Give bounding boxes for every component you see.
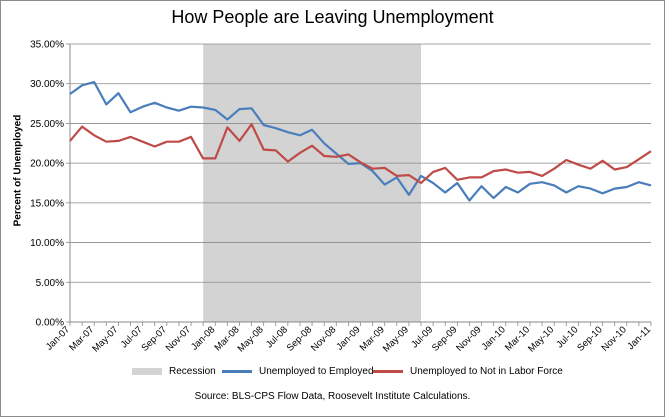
y-tick-label: 25.00% <box>30 119 64 130</box>
legend-swatch-recession <box>132 368 162 375</box>
legend-label-not-in-labor-force: Unemployed to Not in Labor Force <box>410 366 563 377</box>
x-tick-label: Nov-07 <box>164 324 193 353</box>
x-tick-label: Sep-10 <box>575 324 604 353</box>
x-tick-label: Jan-09 <box>334 324 362 352</box>
y-tick-label: 0.00% <box>36 318 64 329</box>
legend-label-employed: Unemployed to Employed <box>259 366 374 377</box>
x-tick-label: May-07 <box>90 324 120 354</box>
y-tick-label: 10.00% <box>30 238 64 249</box>
legend-swatch-employed <box>222 370 252 373</box>
y-tick-label: 15.00% <box>30 198 64 209</box>
legend-item-recession: Recession <box>132 366 216 377</box>
x-tick-label: Nov-10 <box>599 324 628 353</box>
y-tick-label: 20.00% <box>30 159 64 170</box>
x-tick-label: Sep-09 <box>430 324 459 353</box>
x-tick-label: Jan-11 <box>625 324 653 352</box>
x-tick-label: Jan-10 <box>480 324 508 352</box>
y-tick-label: 5.00% <box>36 278 64 289</box>
legend-item-employed: Unemployed to Employed <box>222 366 374 377</box>
legend-swatch-not-in-labor-force <box>373 370 403 373</box>
x-tick-label: Jan-08 <box>189 324 217 352</box>
x-tick-label: Sep-08 <box>285 324 314 353</box>
y-tick-label: 35.00% <box>30 40 64 51</box>
x-tick-label: May-08 <box>236 324 266 354</box>
x-tick-label: Nov-09 <box>454 324 483 353</box>
x-tick-label: May-09 <box>381 324 411 354</box>
x-tick-label: May-10 <box>526 324 556 354</box>
legend-label-recession: Recession <box>169 366 216 377</box>
legend: Recession Unemployed to Employed Unemplo… <box>0 366 665 382</box>
series-line-not-in-labor-force <box>69 123 652 185</box>
x-tick-label: Sep-07 <box>140 324 169 353</box>
x-tick-label: Jan-07 <box>44 324 72 352</box>
x-tick-label: Nov-08 <box>309 324 338 353</box>
chart-title: How People are Leaving Unemployment <box>171 7 494 27</box>
y-tick-label: 30.00% <box>30 79 64 90</box>
source-note: Source: BLS-CPS Flow Data, Roosevelt Ins… <box>194 391 471 402</box>
legend-item-not-in-labor-force: Unemployed to Not in Labor Force <box>373 366 563 377</box>
